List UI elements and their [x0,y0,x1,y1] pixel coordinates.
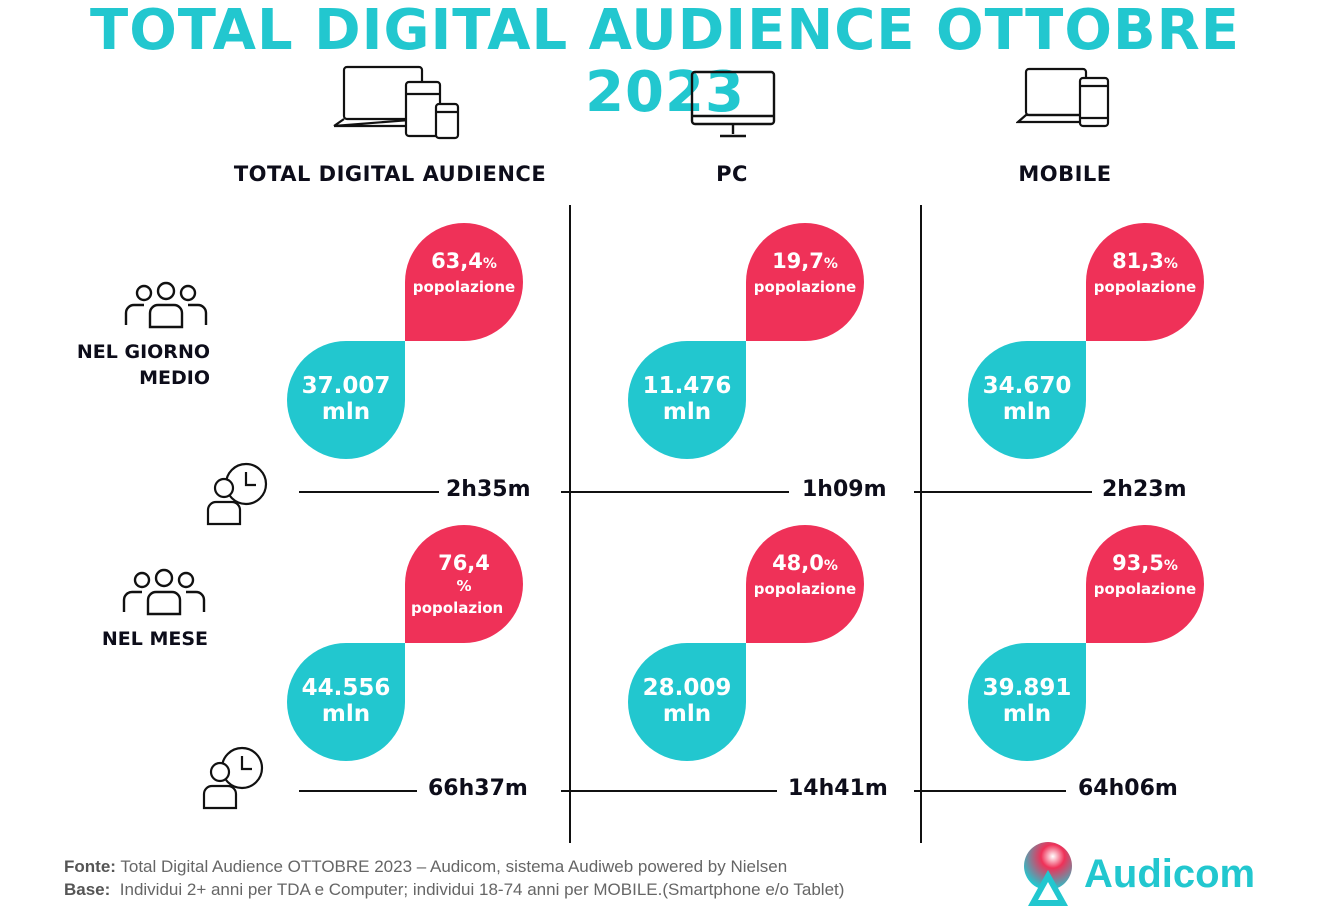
audience-count: 37.007 [301,373,391,399]
audience-count: 39.891 [982,675,1072,701]
people-group-icon [122,568,206,616]
reach-percentage: 19,7 [772,249,824,273]
reach-percentage-petal: 81,3% popolazione [1086,223,1204,341]
audience-count: 11.476 [642,373,732,399]
audience-count-petal: 28.009 mln [628,643,746,761]
monitor-icon [690,70,776,138]
audience-count-petal: 39.891 mln [968,643,1086,761]
time-line [914,491,1092,493]
reach-percentage: 48,0 [772,551,824,575]
time-spent: 14h41m [782,776,894,801]
time-spent: 64h06m [1072,776,1184,801]
audience-count-petal: 11.476 mln [628,341,746,459]
population-label: popolazione [412,278,516,296]
reach-percentage-petal: 19,7% popolazione [746,223,864,341]
percent-unit: % [1163,558,1178,574]
fonte-text: Total Digital Audience OTTOBRE 2023 – Au… [120,857,788,876]
audience-count: 28.009 [642,675,732,701]
time-line [299,790,417,792]
user-clock-icon [202,746,264,810]
audience-unit: mln [1002,399,1052,425]
audience-count-petal: 34.670 mln [968,341,1086,459]
percent-unit: % [823,558,838,574]
fonte-label: Fonte: [64,857,116,876]
reach-percentage: 63,4 [431,249,483,273]
column-divider [920,205,922,843]
time-line [561,790,777,792]
reach-percentage-petal: 76,4 % popolazion [405,525,523,643]
time-line [561,491,789,493]
audience-unit: mln [321,701,371,727]
population-label: popolazione [753,278,857,296]
audicom-logo-icon [1024,842,1072,906]
audience-unit: mln [662,701,712,727]
audience-unit: mln [662,399,712,425]
time-line [299,491,439,493]
column-divider [569,205,571,843]
reach-percentage-petal: 48,0% popolazione [746,525,864,643]
user-clock-icon [206,462,268,526]
population-label: popolazion [411,599,504,617]
row-label-line: MEDIO [139,367,210,389]
column-header-mobile: MOBILE [1018,162,1112,186]
row-label-day: NEL GIORNO MEDIO [40,339,210,391]
audience-unit: mln [321,399,371,425]
reach-percentage: 93,5 [1112,551,1164,575]
audience-count: 34.670 [982,373,1072,399]
time-spent: 1h09m [796,477,893,502]
population-label: popolazione [753,580,857,598]
time-spent: 2h23m [1096,477,1193,502]
audience-count: 44.556 [301,675,391,701]
percent-unit: % [1163,256,1178,272]
source-note: Fonte: Total Digital Audience OTTOBRE 20… [64,855,1004,901]
population-label: popolazione [1093,278,1197,296]
column-header-pc: PC [716,162,748,186]
reach-percentage: 76,4 [438,551,490,575]
base-text: Individui 2+ anni per TDA e Computer; in… [119,880,845,899]
devices-icon [333,65,460,140]
reach-percentage: 81,3 [1112,249,1164,273]
percent-unit: % [456,577,472,595]
column-header-tda: TOTAL DIGITAL AUDIENCE [233,162,547,186]
audience-count-petal: 44.556 mln [287,643,405,761]
laptop-phone-icon [1016,67,1110,128]
population-label: popolazione [1093,580,1197,598]
time-spent: 2h35m [440,477,537,502]
audicom-logo-text: Audicom [1084,852,1256,896]
people-group-icon [124,281,208,329]
page-title: TOTAL DIGITAL AUDIENCE OTTOBRE 2023 [90,0,1240,125]
row-label-line: NEL GIORNO [76,341,210,363]
reach-percentage-petal: 63,4% popolazione [405,223,523,341]
audience-unit: mln [1002,701,1052,727]
row-label-line: NEL MESE [101,628,208,650]
base-label: Base: [64,880,111,899]
percent-unit: % [482,256,497,272]
audience-count-petal: 37.007 mln [287,341,405,459]
time-spent: 66h37m [422,776,534,801]
percent-unit: % [823,256,838,272]
time-line [914,790,1066,792]
reach-percentage-petal: 93,5% popolazione [1086,525,1204,643]
row-label-month: NEL MESE [40,626,208,652]
